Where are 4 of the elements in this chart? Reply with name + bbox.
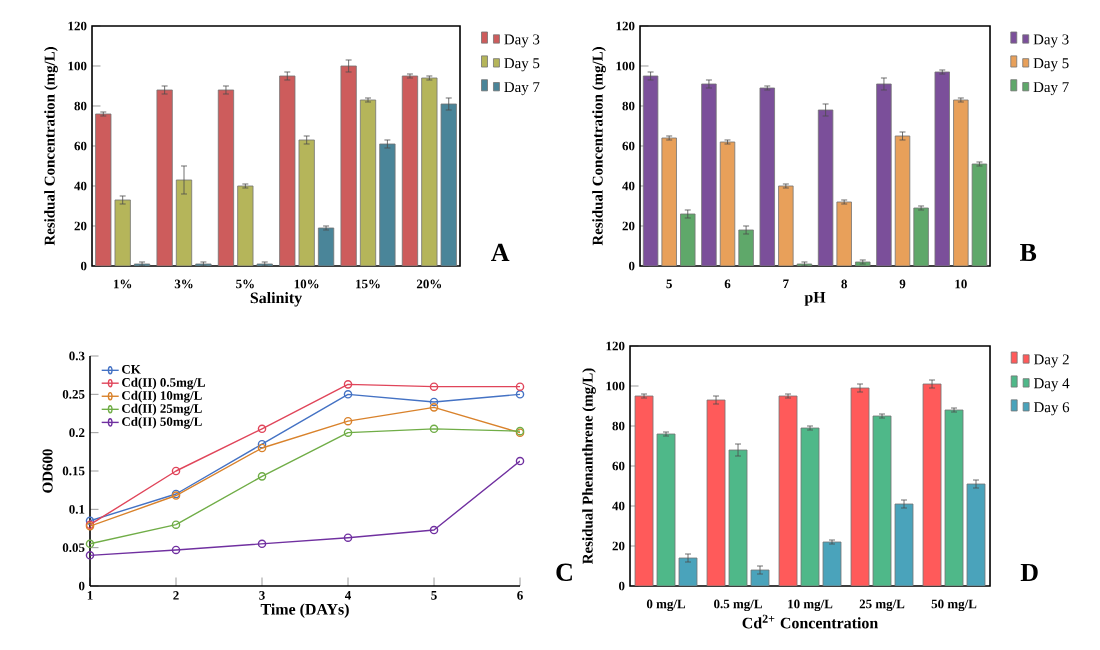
text: C	[556, 563, 572, 581]
text: B	[1020, 243, 1037, 261]
text: D	[1020, 563, 1038, 581]
text: A	[491, 243, 510, 261]
